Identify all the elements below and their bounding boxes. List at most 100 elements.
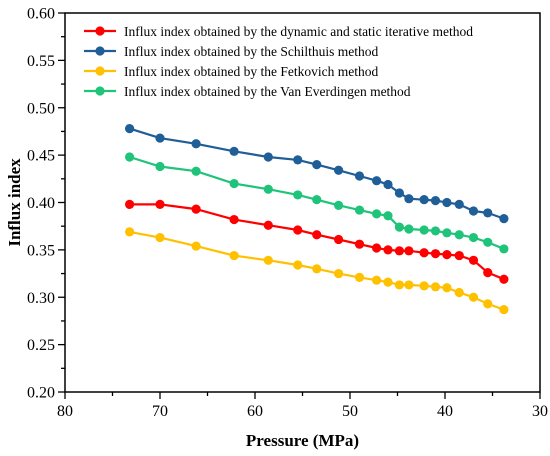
x-tick-label: 80 [57,403,73,420]
data-point [263,255,273,265]
data-point [468,206,479,216]
x-tick-label: 40 [437,403,453,420]
data-point [191,139,201,149]
data-point [499,214,509,224]
data-point [442,283,452,293]
data-point [499,274,509,284]
legend-label: Influx index obtained by the Fetkovich m… [124,64,378,79]
data-point [229,178,239,189]
data-point [483,237,493,247]
data-point [334,165,344,175]
legend-label: Influx index obtained by the Van Everdin… [124,84,411,99]
legend-item: Influx index obtained by the Fetkovich m… [84,64,378,79]
data-point [263,184,273,194]
y-tick-label: 0.20 [27,385,55,402]
data-point [419,248,429,258]
data-point [263,152,273,162]
data-point [394,222,404,232]
data-point [404,280,414,290]
y-tick-label: 0.25 [27,337,55,354]
data-point [442,228,452,238]
data-point [229,146,239,156]
data-point [383,245,393,255]
data-point [483,208,493,218]
data-point [293,155,303,165]
data-point [419,195,429,205]
data-point [404,246,414,256]
data-point [454,230,464,240]
data-point [293,260,303,270]
data-point [125,123,135,134]
data-point [430,249,441,259]
legend-item: Influx index obtained by the Schilthuis … [84,44,378,59]
data-point [372,176,382,186]
data-point [404,224,414,234]
data-point [468,255,479,265]
data-point [383,211,393,221]
y-tick-label: 0.40 [27,195,55,212]
legend-swatch-marker [95,46,105,56]
data-point [312,230,322,240]
data-point [442,197,452,208]
legend-item: Influx index obtained by the Van Everdin… [84,84,411,99]
legend: Influx index obtained by the dynamic and… [84,24,473,99]
data-point [334,234,344,245]
x-tick-label: 70 [152,403,168,420]
x-tick-label: 60 [247,403,263,420]
data-point [191,241,201,251]
data-point [430,196,441,206]
series-2 [125,123,509,224]
series-layer [125,123,509,315]
data-point [293,190,303,200]
legend-swatch-marker [95,26,105,36]
data-point [372,209,382,219]
data-point [419,225,429,235]
data-point [229,250,239,261]
data-point [354,239,365,249]
legend-label: Influx index obtained by the Schilthuis … [124,44,378,59]
data-point [454,250,464,261]
y-tick-label: 0.55 [27,53,55,70]
data-point [483,268,493,278]
data-point [155,161,165,172]
data-point [312,160,322,170]
data-point [354,205,365,215]
series-1 [125,199,509,284]
series-4 [125,152,509,254]
data-point [155,232,165,243]
data-point [454,199,464,209]
data-point [394,280,404,290]
data-point [312,264,322,274]
legend-swatch-marker [95,66,105,76]
data-point [430,226,441,236]
y-tick-label: 0.50 [27,100,55,117]
legend-item: Influx index obtained by the dynamic and… [84,24,473,39]
series-3 [125,227,509,315]
data-point [430,282,441,292]
data-point [499,304,509,315]
x-axis-title: Pressure (MPa) [246,431,359,450]
data-point [394,246,404,256]
data-point [334,268,344,279]
data-point [468,292,479,302]
y-axis-title: Influx index [5,158,24,247]
x-tick-label: 50 [342,403,358,420]
data-point [229,214,239,225]
data-point [312,195,322,205]
data-point [125,152,135,162]
data-point [155,199,165,209]
y-tick-label: 0.45 [27,148,55,165]
data-point [354,272,365,282]
y-tick-label: 0.35 [27,242,55,259]
y-axis-ticks: 0.20 0.25 0.30 0.35 0.40 0.45 0.50 0.55 0.60 [27,6,65,402]
data-point [383,179,393,190]
data-point [419,281,429,291]
x-axis-ticks: 80 70 60 50 40 30 [57,392,548,420]
data-point [125,227,135,237]
data-point [155,133,165,143]
data-point [468,232,479,243]
data-point [394,188,404,198]
data-point [334,200,344,210]
data-point [454,287,464,298]
